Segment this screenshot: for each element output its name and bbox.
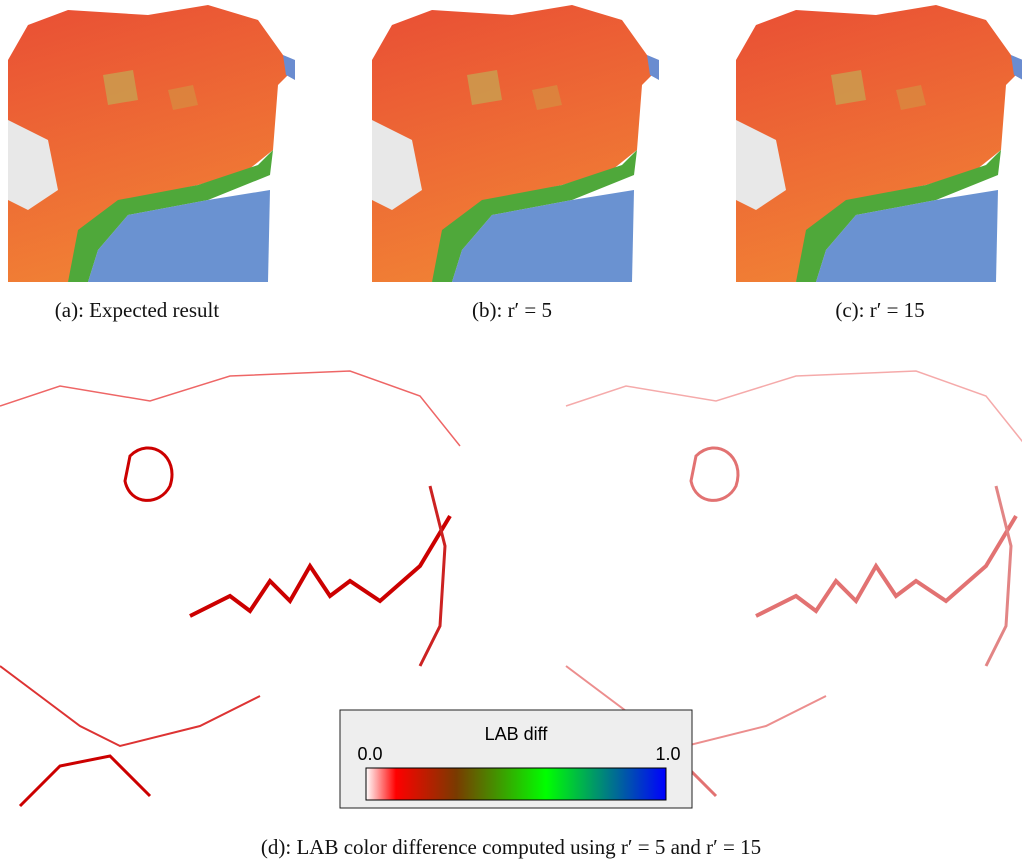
legend-max: 1.0 xyxy=(655,744,680,764)
legend-min: 0.0 xyxy=(357,744,382,764)
image-expected xyxy=(8,0,295,282)
colorbar xyxy=(365,767,667,801)
legend-title: LAB diff xyxy=(485,724,549,744)
image-r15 xyxy=(736,0,1022,282)
caption-b: (b): r′ = 5 xyxy=(471,298,553,322)
caption-c: (c): r′ = 15 xyxy=(835,298,925,322)
caption-d: (d): LAB color difference computed using… xyxy=(260,835,762,859)
caption-a: (a): Expected result xyxy=(54,298,220,322)
image-r5 xyxy=(372,0,659,282)
